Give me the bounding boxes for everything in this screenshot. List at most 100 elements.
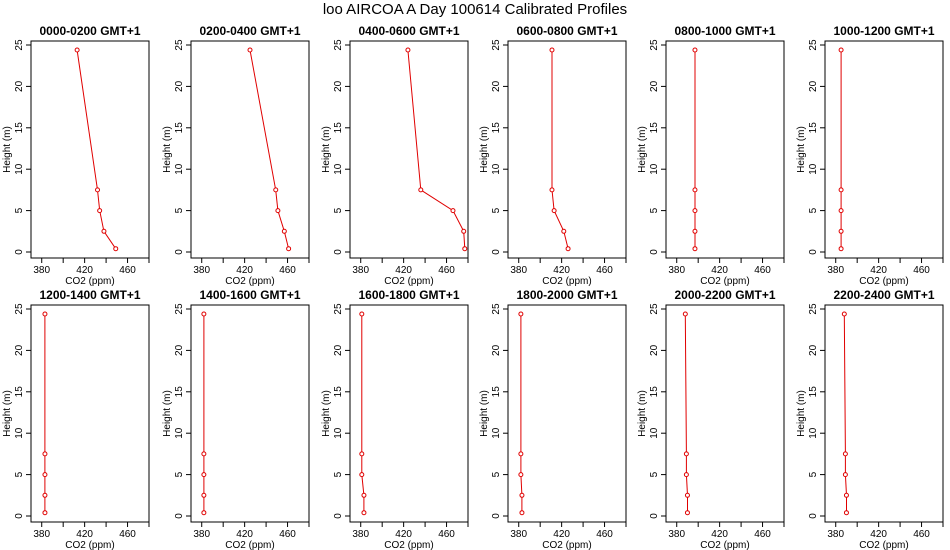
profile-line: [76, 49, 117, 249]
y-tick-label: 15: [491, 122, 502, 134]
panel-title: 1400-1600 GMT+1: [199, 288, 300, 302]
x-tick-label: 380: [668, 265, 685, 276]
panel: 0200-0400 GMT+1 0 5 10 15 20 25 Height (m) 380 42…: [162, 24, 310, 287]
y-axis-label: Height (m): [162, 390, 173, 437]
y-axis-label: Height (m): [637, 390, 648, 437]
y-axis-label: Height (m): [321, 126, 332, 173]
data-point: [247, 47, 253, 53]
data-point: [684, 492, 690, 498]
y-tick-label: 0: [174, 513, 185, 519]
panel-title: 1600-1800 GMT+1: [358, 288, 459, 302]
y-tick-label: 5: [333, 207, 344, 213]
data-point: [842, 451, 848, 457]
y-tick-label: 0: [649, 249, 660, 255]
x-tick-label: 380: [33, 529, 50, 540]
data-point: [201, 311, 207, 317]
y-tick-label: 25: [649, 303, 660, 315]
data-point: [359, 472, 365, 478]
y-tick-label: 20: [491, 80, 502, 92]
y-tick-label: 5: [14, 207, 25, 213]
panel-title: 1200-1400 GMT+1: [39, 288, 140, 302]
data-point: [518, 472, 524, 478]
y-tick-label: 0: [333, 513, 344, 519]
y-tick-label: 10: [14, 163, 25, 175]
x-tick-label: 420: [76, 529, 93, 540]
y-tick-label: 10: [491, 427, 502, 439]
data-point: [42, 472, 48, 478]
data-point: [549, 187, 555, 193]
plot-frame: [190, 304, 310, 523]
data-point: [286, 246, 292, 252]
y-tick-label: 25: [174, 303, 185, 315]
y-tick-label: 5: [333, 471, 344, 477]
y-tick-label: 20: [491, 344, 502, 356]
y-tick-label: 5: [14, 471, 25, 477]
x-axis-label: CO2 (ppm): [700, 540, 749, 550]
panel-title: 0400-0600 GMT+1: [358, 24, 459, 38]
panel-title: 2000-2200 GMT+1: [674, 288, 775, 302]
x-axis-label: CO2 (ppm): [859, 540, 908, 550]
y-tick-label: 25: [808, 303, 819, 315]
x-axis-label: CO2 (ppm): [542, 276, 591, 287]
x-tick-label: 380: [510, 529, 527, 540]
x-tick-label: 460: [754, 265, 771, 276]
panel: 0000-0200 GMT+1 0 5 10 15 20 25 Height (m) 380 42…: [2, 24, 150, 287]
x-axis-label: CO2 (ppm): [384, 276, 433, 287]
x-tick-label: 460: [913, 529, 930, 540]
y-tick-label: 15: [174, 386, 185, 398]
y-tick-label: 0: [14, 513, 25, 519]
y-tick-label: 20: [14, 80, 25, 92]
y-tick-label: 20: [649, 80, 660, 92]
y-tick-label: 15: [491, 386, 502, 398]
data-point: [561, 228, 567, 234]
y-tick-label: 25: [491, 303, 502, 315]
y-tick-label: 5: [808, 471, 819, 477]
panel: 2200-2400 GMT+1 0 5 10 15 20 25 Height (m) 380 42…: [796, 288, 944, 550]
panel-title: 0600-0800 GMT+1: [516, 24, 617, 38]
plot-frame: [665, 304, 785, 523]
data-point: [42, 510, 48, 516]
data-point: [418, 187, 424, 193]
y-tick-label: 0: [14, 249, 25, 255]
x-axis-label: CO2 (ppm): [65, 540, 114, 550]
data-point: [843, 510, 849, 516]
panel: 1400-1600 GMT+1 0 5 10 15 20 25 Height (m) 380 42…: [162, 288, 310, 550]
y-tick-label: 10: [14, 427, 25, 439]
x-tick-label: 420: [76, 265, 93, 276]
x-tick-label: 380: [827, 529, 844, 540]
panel: 1600-1800 GMT+1 0 5 10 15 20 25 Height (m) 380 42…: [321, 288, 469, 550]
x-tick-label: 420: [236, 265, 253, 276]
panel: 2000-2200 GMT+1 0 5 10 15 20 25 Height (m) 380 42…: [637, 288, 785, 550]
data-point: [549, 47, 555, 53]
data-point: [838, 246, 844, 252]
data-point: [519, 492, 525, 498]
y-tick-label: 5: [174, 471, 185, 477]
x-tick-label: 460: [596, 529, 613, 540]
data-point: [74, 47, 80, 53]
y-axis-label: Height (m): [637, 126, 648, 173]
data-point: [101, 228, 107, 234]
x-tick-label: 420: [711, 529, 728, 540]
y-tick-label: 15: [649, 122, 660, 134]
y-tick-label: 0: [174, 249, 185, 255]
plot-frame: [349, 40, 469, 259]
y-tick-label: 5: [649, 207, 660, 213]
x-tick-label: 420: [711, 265, 728, 276]
y-tick-label: 10: [491, 163, 502, 175]
data-point: [461, 228, 467, 234]
data-point: [551, 208, 557, 214]
data-point: [684, 510, 690, 516]
plot-frame: [30, 304, 150, 523]
profile-line: [249, 49, 290, 249]
data-point: [97, 208, 103, 214]
profile-line: [520, 314, 523, 513]
data-point: [361, 492, 367, 498]
profile-line: [407, 49, 466, 249]
x-tick-label: 380: [827, 265, 844, 276]
y-tick-label: 10: [649, 427, 660, 439]
x-tick-label: 460: [596, 265, 613, 276]
y-tick-label: 10: [649, 163, 660, 175]
panel-title: 0000-0200 GMT+1: [39, 24, 140, 38]
data-point: [843, 492, 849, 498]
data-point: [842, 472, 848, 478]
